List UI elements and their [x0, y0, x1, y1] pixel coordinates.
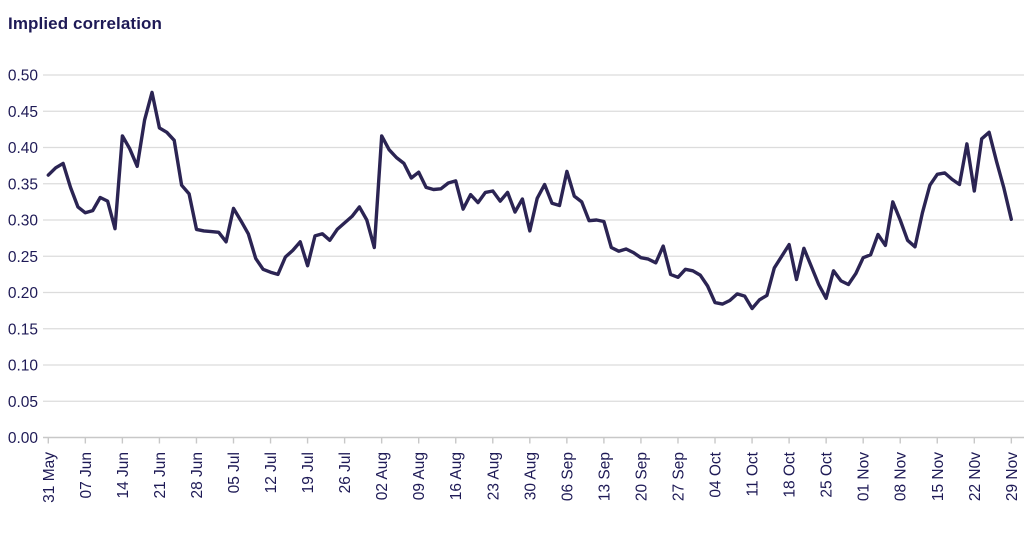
x-axis-tick-label: 22 N0v: [967, 452, 984, 501]
y-axis-labels-group: 0.50 0.45 0.40 0.35 0.30 0.25 0.20 0.15 0.10 0.05…: [8, 68, 39, 448]
y-axis-tick-label: 0.35: [8, 176, 38, 193]
y-axis-tick-label: 0.40: [8, 140, 39, 157]
y-axis-tick-label: 0.10: [8, 358, 39, 375]
x-axis-tick-label: 21 Jun: [152, 452, 169, 499]
x-axis-tick-label: 02 Aug: [374, 452, 391, 500]
x-axis-tick-label: 15 Nov: [930, 452, 947, 501]
x-axis-tick-label: 04 Oct: [708, 451, 725, 497]
x-axis-tick-label: 29 Nov: [1004, 452, 1021, 501]
x-axis-tick-label: 28 Jun: [189, 452, 206, 499]
implied-correlation-line: [46, 90, 1013, 311]
x-axis-tick-label: 18 Oct: [782, 451, 799, 497]
y-axis-tick-label: 0.05: [8, 394, 38, 411]
x-axis-tick-label: 31 May: [41, 452, 58, 503]
x-axis-tick-label: 27 Sep: [670, 452, 687, 501]
gridlines-group: [43, 74, 1024, 439]
x-axis-tick-label: 07 Jun: [78, 452, 95, 499]
x-axis-tick-label: 26 Jul: [337, 452, 354, 493]
y-axis-tick-label: 0.30: [8, 213, 39, 230]
chart-title: Implied correlation: [8, 14, 162, 33]
x-axis-tick-label: 05 Jul: [226, 452, 243, 493]
x-axis-tick-label: 14 Jun: [115, 452, 132, 499]
x-axis-tick-label: 20 Sep: [633, 452, 650, 501]
x-axis-tick-label: 12 Jul: [263, 452, 280, 493]
x-axis-tick-label: 08 Nov: [893, 452, 910, 501]
y-axis-tick-label: 0.00: [8, 430, 39, 447]
y-axis-tick-label: 0.20: [8, 285, 39, 302]
x-axis-ticks-group: [47, 437, 1013, 444]
x-axis-tick-label: 11 Oct: [745, 451, 762, 496]
y-axis-tick-label: 0.50: [8, 68, 39, 85]
x-axis-labels-group: 31 May 07 Jun 14 Jun 21 Jun 28 Jun 05 Jul 12 J…: [41, 451, 1021, 503]
y-axis-tick-label: 0.45: [8, 104, 38, 121]
x-axis-tick-label: 09 Aug: [411, 452, 428, 500]
x-axis-tick-label: 25 Oct: [819, 451, 836, 497]
y-axis-tick-label: 0.15: [8, 321, 38, 338]
x-axis-tick-label: 06 Sep: [559, 452, 576, 501]
x-axis-tick-label: 01 Nov: [856, 452, 873, 501]
x-axis-tick-label: 19 Jul: [300, 452, 317, 493]
x-axis-tick-label: 16 Aug: [448, 452, 465, 500]
x-axis-tick-label: 30 Aug: [522, 452, 539, 500]
y-axis-tick-label: 0.25: [8, 249, 38, 266]
x-axis-tick-label: 13 Sep: [596, 452, 613, 501]
x-axis-tick-label: 23 Aug: [485, 452, 502, 500]
